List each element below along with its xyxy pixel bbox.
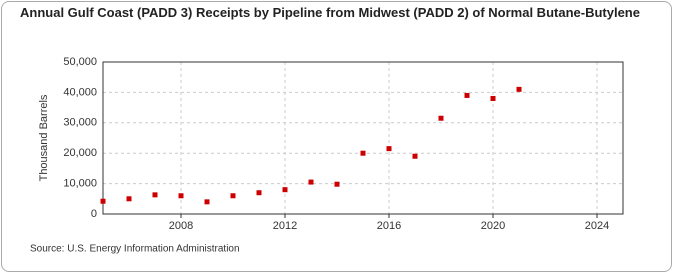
point — [152, 192, 158, 198]
y-axis-label: Thousand Barrels — [38, 94, 50, 181]
y-tick-label: 0 — [91, 208, 97, 220]
source-note: Source: U.S. Energy Information Administ… — [30, 244, 240, 255]
point — [360, 150, 366, 156]
point — [490, 95, 496, 101]
x-tick-label: 2008 — [169, 220, 193, 232]
x-tick-label: 2024 — [585, 220, 609, 232]
x-tick-label: 2016 — [377, 220, 401, 232]
point — [386, 146, 392, 152]
point — [464, 92, 470, 98]
y-tick-label: 20,000 — [63, 147, 97, 159]
point — [282, 187, 288, 193]
y-tick-label: 10,000 — [63, 178, 97, 190]
point — [516, 86, 522, 92]
point — [308, 179, 314, 185]
x-tick-label: 2020 — [481, 220, 505, 232]
point — [204, 199, 210, 205]
point — [438, 115, 444, 121]
point — [230, 193, 236, 199]
point — [334, 181, 340, 187]
point — [178, 193, 184, 199]
y-tick-label: 30,000 — [63, 117, 97, 129]
frame — [1, 1, 672, 272]
point — [100, 198, 106, 204]
point — [412, 153, 418, 159]
point — [256, 190, 262, 196]
y-tick-label: 50,000 — [63, 56, 97, 68]
plot-border — [102, 61, 624, 215]
point — [126, 196, 132, 202]
x-tick-label: 2012 — [273, 220, 297, 232]
y-tick-label: 40,000 — [63, 86, 97, 98]
chart-title: Annual Gulf Coast (PADD 3) Receipts by P… — [20, 5, 640, 20]
